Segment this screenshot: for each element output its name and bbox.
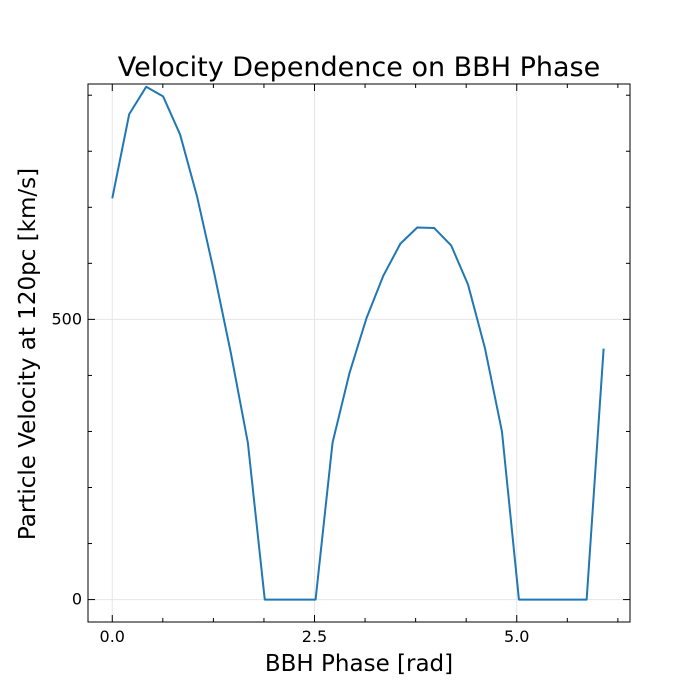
- axis-ticks: [88, 84, 630, 622]
- x-tick-label: 2.5: [302, 627, 327, 646]
- series-lines: [111, 85, 605, 601]
- y-tick-label: 500: [51, 309, 82, 328]
- y-tick-label: 0: [72, 590, 82, 609]
- chart-title: Velocity Dependence on BBH Phase: [118, 52, 600, 83]
- plot-frame: [87, 83, 631, 623]
- tick-labels: 0.0 2.5 5.0 0 500: [51, 309, 529, 646]
- series-line: [111, 85, 605, 601]
- x-axis-label: BBH Phase [rad]: [265, 651, 453, 677]
- y-axis-label: Particle Velocity at 120pc [km/s]: [15, 168, 41, 540]
- x-tick-label: 5.0: [504, 627, 529, 646]
- x-tick-label: 0.0: [100, 627, 125, 646]
